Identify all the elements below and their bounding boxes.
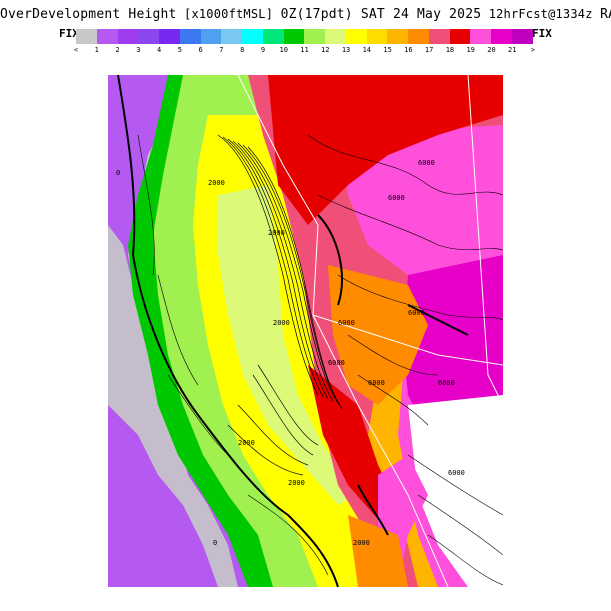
contour-label: 2000 [268,229,285,237]
state-boundary [467,75,503,406]
central-red [308,365,398,525]
colorbar-tick-label: 21 [508,46,517,54]
contour-label: 6000 [438,379,455,387]
colorbar-swatch [366,29,388,44]
contour-labels: 6000 6000 6000 6000 6000 6000 6000 6000 … [116,159,465,547]
colorbar-tick-label: 2 [115,46,120,54]
colorbar-tick-label: 9 [260,46,266,54]
contour-label: 2000 [273,319,290,327]
colorbar-swatch [428,29,450,44]
title-valid-time: 0Z(17pdt) SAT 24 May 2025 [280,7,482,22]
contour-label: 0 [213,539,217,547]
colorbar-left-label: FIX [59,27,79,40]
colorbar-tick-label: 18 [445,46,455,54]
colorbar-swatch [159,29,180,44]
southeast-white [408,395,503,587]
contour-label: 6000 [328,359,345,367]
title-units: [x1000ftMSL] [184,7,274,21]
colorbar-tick-label: 13 [341,46,351,54]
state-boundary [312,314,503,366]
coastal-purple [108,405,218,587]
contour-label: 2000 [238,439,255,447]
colorbar-swatch [117,29,139,44]
contour-label: 2000 [353,539,370,547]
northeast-red [268,75,503,225]
colorbar-tick-label: 5 [177,46,182,54]
colorbar-tick-label: 4 [156,46,162,54]
colorbar-tick-label: 7 [219,46,224,54]
colorbar [76,29,533,44]
title-run: 12hrFcst@1334z [488,7,593,21]
colorbar-swatch [387,29,408,44]
colorbar-swatch [470,29,491,44]
colorbar-tick-label: > [530,46,536,54]
colorbar-tick-label: 16 [404,46,413,54]
colorbar-swatch [96,29,118,44]
colorbar-tick-label: 8 [240,46,245,54]
contour-label: 6000 [338,319,355,327]
colorbar-swatch [449,29,471,44]
weather-map: 6000 6000 6000 6000 6000 6000 6000 6000 … [108,75,503,587]
contour-label: 6000 [448,469,465,477]
colorbar-tick-label: 11 [300,46,309,54]
colorbar-tick-label: 17 [424,46,434,54]
colorbar-swatch [200,29,222,44]
title-field: OverDevelopment Height [0,7,177,22]
title-model: RAP [600,7,611,22]
contour-lines [137,134,503,586]
contour-label: 0 [116,169,120,177]
colorbar-swatch [408,29,429,44]
colorbar-tick-label: 10 [279,46,288,54]
valley-paleyellow [218,185,358,505]
colorbar-swatch [325,29,346,44]
colorbar-tick-label: 6 [198,46,203,54]
colorbar-swatch [511,29,533,44]
colorbar-ticks: <1 2 3 4 5 6 7 8 9 10 11 12 13 14 15 16 17 18 19 20 21 > [73,46,536,56]
contour-label: 2000 [208,179,225,187]
colorbar-right-label: FIX [532,27,552,40]
contour-label: 2000 [288,479,305,487]
colorbar-swatch [138,29,159,44]
colorbar-tick-label: 19 [466,46,475,54]
contour-label: 6000 [418,159,435,167]
colorbar-tick-label: 20 [487,46,496,54]
colorbar-swatch [221,29,242,44]
colorbar-swatch [76,29,97,44]
colorbar-tick-label: 15 [383,46,392,54]
colorbar-swatch [262,29,284,44]
colorbar-swatch [304,29,325,44]
colorbar-swatch [179,29,201,44]
colorbar-swatch [242,29,263,44]
state-boundary [237,75,319,316]
east-orange-patch [328,265,428,405]
colorbar-tick-label: < [73,46,79,54]
colorbar-swatch [491,29,512,44]
contour-label: 6000 [368,379,385,387]
map-title: OverDevelopment Height [x1000ftMSL] 0Z(1… [0,7,611,22]
colorbar-tick-label: 1 [94,46,99,54]
bold-contours [117,75,469,587]
south-orange [348,515,408,587]
state-boundary [312,314,449,587]
contour-lines [217,134,343,476]
contour-label: 6000 [408,309,425,317]
colorbar-tick-label: 14 [362,46,372,54]
colorbar-tick-label: 3 [136,46,141,54]
colorbar-swatch [283,29,305,44]
colorbar-swatch [345,29,367,44]
contour-label: 6000 [388,194,405,202]
colorbar-tick-label: 12 [321,46,330,54]
